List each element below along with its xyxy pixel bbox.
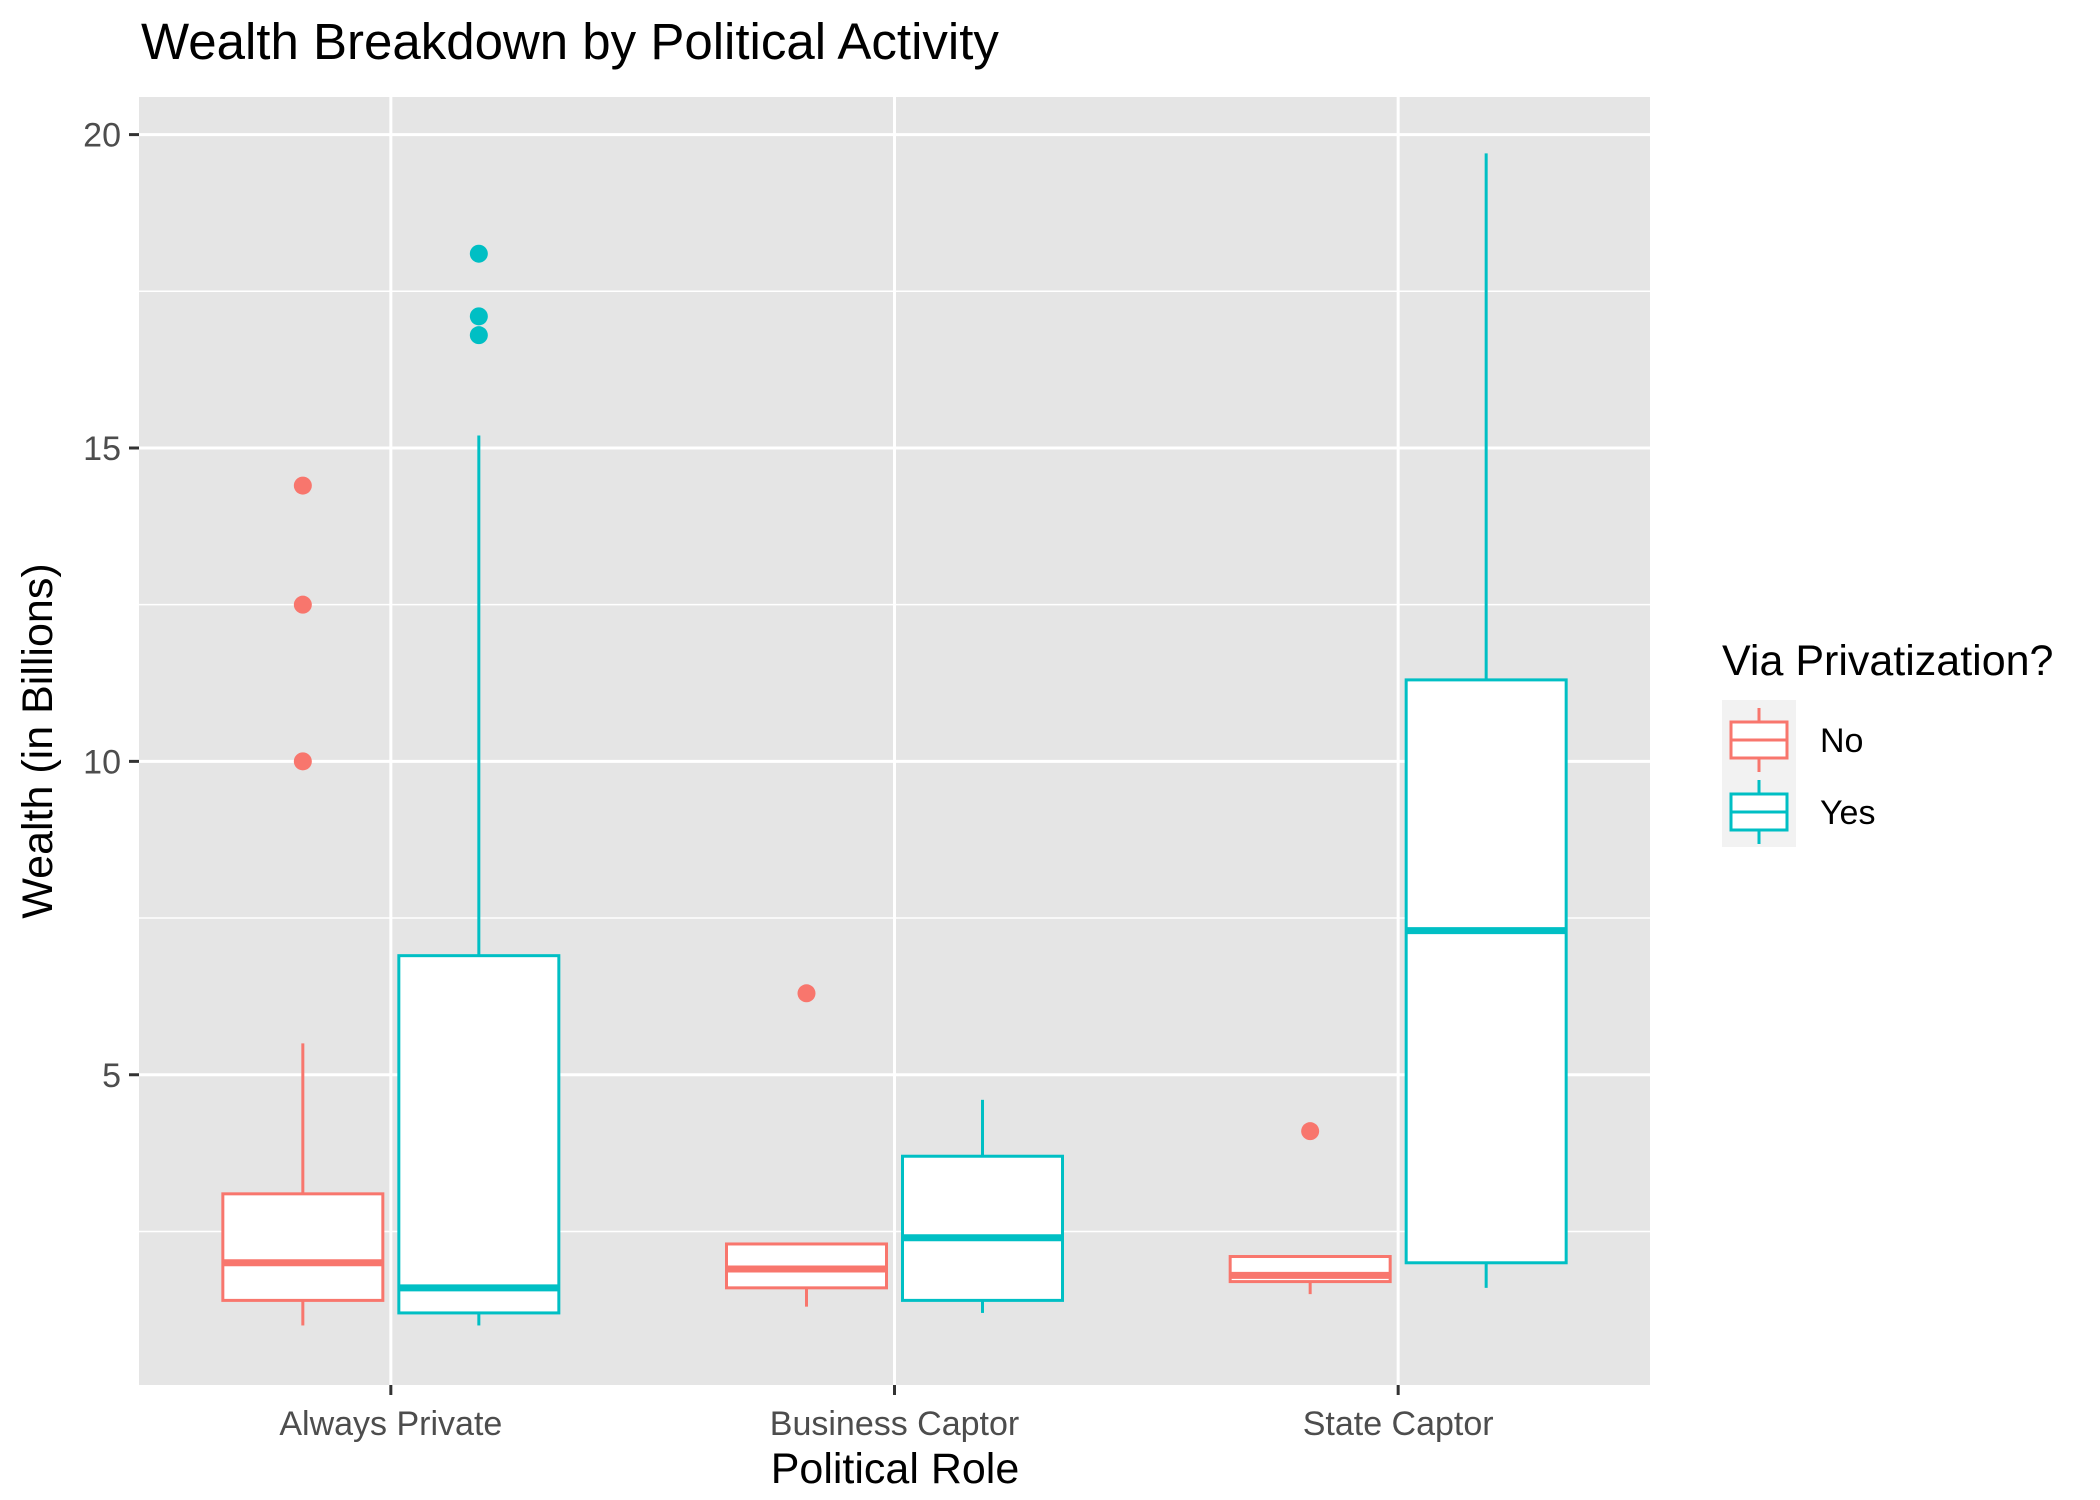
outlier-point	[797, 984, 816, 1003]
legend: Via Privatization? No Yes	[1722, 637, 2053, 847]
legend-label-no: No	[1820, 722, 1863, 760]
box-no-business-captor	[725, 984, 888, 1307]
y-tick-label: 10	[83, 743, 121, 781]
y-tick-label: 20	[83, 117, 121, 155]
x-tick-label: Always Private	[279, 1405, 502, 1443]
outlier-point	[469, 244, 488, 263]
box-yes-business-captor	[901, 1099, 1064, 1313]
x-axis-title: Political Role	[771, 1445, 1020, 1493]
y-tick-label: 5	[102, 1057, 121, 1095]
box-series	[221, 153, 1568, 1326]
outlier-point	[293, 752, 312, 771]
box-yes-state-captor	[1404, 153, 1568, 1288]
box-yes-always-private	[397, 244, 561, 1326]
y-tick-label: 15	[83, 430, 121, 468]
legend-key-no	[1729, 708, 1789, 772]
x-tick-label: Business Captor	[770, 1405, 1019, 1443]
outlier-point	[1301, 1122, 1320, 1141]
outlier-point	[293, 595, 312, 614]
legend-key-yes	[1729, 780, 1789, 844]
box-no-state-captor	[1228, 1122, 1392, 1295]
iqr-box	[397, 954, 561, 1315]
axes: 5 10 15 20 Always Private Business Captor Stat…	[83, 117, 1493, 1443]
legend-label-yes: Yes	[1820, 794, 1875, 832]
x-tick-label: State Captor	[1303, 1405, 1494, 1443]
outlier-point	[293, 476, 312, 495]
outlier-point	[469, 307, 488, 326]
chart-title: Wealth Breakdown by Political Activity	[141, 13, 999, 70]
grid-lines	[139, 97, 1650, 1385]
y-axis-title: Wealth (in Billions)	[14, 563, 62, 918]
iqr-box	[221, 1192, 385, 1302]
iqr-box	[901, 1154, 1064, 1302]
outlier-point	[469, 326, 488, 345]
legend-title: Via Privatization?	[1722, 637, 2053, 685]
box-no-always-private	[221, 476, 385, 1326]
iqr-box	[1404, 678, 1568, 1265]
